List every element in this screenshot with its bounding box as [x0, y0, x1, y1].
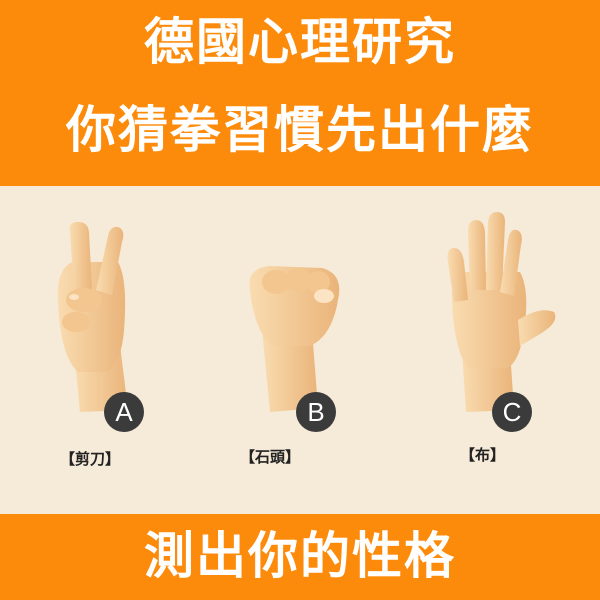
option-b-label: 【石頭】 [240, 448, 301, 466]
header-band [0, 0, 600, 186]
option-b-badge[interactable]: B [296, 392, 336, 432]
footer-band [0, 514, 600, 600]
option-a-badge[interactable]: A [104, 392, 144, 432]
footer-title: 測出你的性格 [144, 527, 456, 585]
option-c-label: 【布】 [460, 446, 506, 464]
option-c-badge[interactable]: C [492, 392, 532, 432]
header-title: 德國心理研究 [144, 13, 456, 71]
header-question: 你猜拳習慣先出什麼 [66, 101, 534, 159]
option-a-label: 【剪刀】 [60, 450, 121, 468]
